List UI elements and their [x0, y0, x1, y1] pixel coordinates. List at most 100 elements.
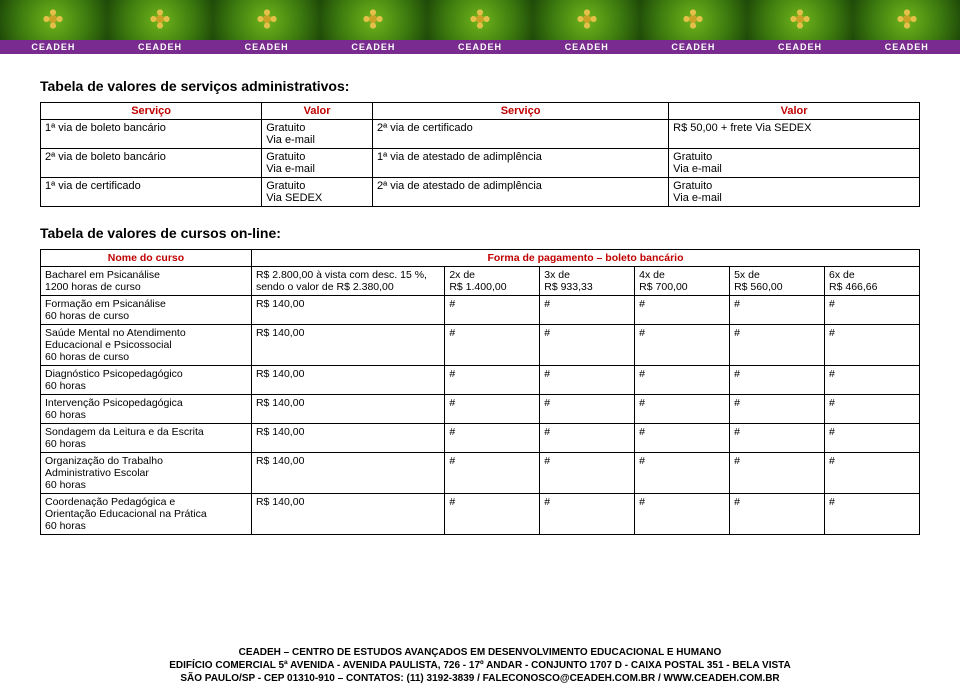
- course-value-cell: #: [730, 395, 825, 424]
- course-value-cell: #: [825, 395, 920, 424]
- logo-cell: CEADEH: [0, 0, 107, 54]
- logo-label: CEADEH: [640, 40, 747, 54]
- table-row: 2ª via de boleto bancárioGratuitoVia e-m…: [41, 149, 920, 178]
- logo-cell: CEADEH: [427, 0, 534, 54]
- course-value-cell: #: [445, 296, 540, 325]
- course-value-cell: #: [445, 366, 540, 395]
- logo-emblem-icon: [640, 0, 747, 40]
- table-row: Bacharel em Psicanálise1200 horas de cur…: [41, 267, 920, 296]
- table-cell: 1ª via de certificado: [41, 178, 262, 207]
- course-value-cell: #: [540, 395, 635, 424]
- table-row: Saúde Mental no AtendimentoEducacional e…: [41, 325, 920, 366]
- courses-table: Nome do curso Forma de pagamento – bolet…: [40, 249, 920, 535]
- services-table: ServiçoValorServiçoValor 1ª via de bolet…: [40, 102, 920, 207]
- course-value-cell: R$ 140,00: [251, 424, 444, 453]
- table-row: Organização do TrabalhoAdministrativo Es…: [41, 453, 920, 494]
- table-cell: GratuitoVia SEDEX: [262, 178, 373, 207]
- course-value-cell: #: [635, 494, 730, 535]
- section-title-services: Tabela de valores de serviços administra…: [40, 78, 920, 94]
- course-value-cell: #: [635, 296, 730, 325]
- course-value-cell: #: [445, 395, 540, 424]
- table-row: Diagnóstico Psicopedagógico60 horasR$ 14…: [41, 366, 920, 395]
- logo-label: CEADEH: [107, 40, 214, 54]
- course-value-cell: #: [825, 296, 920, 325]
- course-name-cell: Formação em Psicanálise60 horas de curso: [41, 296, 252, 325]
- course-value-cell: #: [635, 453, 730, 494]
- logo-emblem-icon: [747, 0, 854, 40]
- logo-emblem-icon: [0, 0, 107, 40]
- course-value-cell: 5x deR$ 560,00: [730, 267, 825, 296]
- table-row: Sondagem da Leitura e da Escrita60 horas…: [41, 424, 920, 453]
- logo-label: CEADEH: [320, 40, 427, 54]
- logo-header-row: CEADEHCEADEHCEADEHCEADEHCEADEHCEADEHCEAD…: [0, 0, 960, 54]
- logo-emblem-icon: [320, 0, 427, 40]
- course-value-cell: #: [445, 494, 540, 535]
- logo-cell: CEADEH: [853, 0, 960, 54]
- course-name-cell: Coordenação Pedagógica eOrientação Educa…: [41, 494, 252, 535]
- course-value-cell: 3x deR$ 933,33: [540, 267, 635, 296]
- table-cell: 2ª via de atestado de adimplência: [372, 178, 668, 207]
- logo-cell: CEADEH: [533, 0, 640, 54]
- logo-cell: CEADEH: [640, 0, 747, 54]
- course-value-cell: #: [635, 424, 730, 453]
- courses-header-payment: Forma de pagamento – boleto bancário: [251, 250, 919, 267]
- logo-label: CEADEH: [853, 40, 960, 54]
- logo-label: CEADEH: [747, 40, 854, 54]
- logo-label: CEADEH: [533, 40, 640, 54]
- table-row: 1ª via de certificadoGratuitoVia SEDEX2ª…: [41, 178, 920, 207]
- table-cell: GratuitoVia e-mail: [262, 120, 373, 149]
- course-value-cell: #: [825, 366, 920, 395]
- course-value-cell: #: [540, 494, 635, 535]
- table-row: Intervenção Psicopedagógica60 horasR$ 14…: [41, 395, 920, 424]
- course-value-cell: #: [825, 424, 920, 453]
- course-value-cell: #: [445, 325, 540, 366]
- table-cell: GratuitoVia e-mail: [669, 178, 920, 207]
- course-value-cell: #: [540, 366, 635, 395]
- logo-cell: CEADEH: [107, 0, 214, 54]
- course-value-cell: #: [730, 424, 825, 453]
- course-value-cell: #: [825, 494, 920, 535]
- page-footer: CEADEH – CENTRO DE ESTUDOS AVANÇADOS EM …: [0, 646, 960, 685]
- course-name-cell: Bacharel em Psicanálise1200 horas de cur…: [41, 267, 252, 296]
- course-value-cell: #: [445, 424, 540, 453]
- footer-line-2: EDIFÍCIO COMERCIAL 5ª AVENIDA - AVENIDA …: [0, 659, 960, 672]
- course-name-cell: Intervenção Psicopedagógica60 horas: [41, 395, 252, 424]
- services-col-header: Serviço: [41, 103, 262, 120]
- logo-label: CEADEH: [427, 40, 534, 54]
- logo-emblem-icon: [213, 0, 320, 40]
- table-cell: GratuitoVia e-mail: [669, 149, 920, 178]
- logo-label: CEADEH: [0, 40, 107, 54]
- course-value-cell: 6x deR$ 466,66: [825, 267, 920, 296]
- course-value-cell: #: [825, 325, 920, 366]
- course-value-cell: R$ 140,00: [251, 325, 444, 366]
- course-value-cell: #: [825, 453, 920, 494]
- course-value-cell: #: [730, 453, 825, 494]
- logo-emblem-icon: [107, 0, 214, 40]
- section-title-courses: Tabela de valores de cursos on-line:: [40, 225, 920, 241]
- services-col-header: Valor: [669, 103, 920, 120]
- course-value-cell: R$ 140,00: [251, 494, 444, 535]
- course-value-cell: #: [635, 366, 730, 395]
- table-cell: 2ª via de boleto bancário: [41, 149, 262, 178]
- course-name-cell: Diagnóstico Psicopedagógico60 horas: [41, 366, 252, 395]
- course-value-cell: #: [445, 453, 540, 494]
- course-value-cell: #: [540, 453, 635, 494]
- footer-line-1: CEADEH – CENTRO DE ESTUDOS AVANÇADOS EM …: [0, 646, 960, 659]
- table-cell: 1ª via de boleto bancário: [41, 120, 262, 149]
- table-row: 1ª via de boleto bancárioGratuitoVia e-m…: [41, 120, 920, 149]
- logo-cell: CEADEH: [320, 0, 427, 54]
- course-value-cell: R$ 140,00: [251, 296, 444, 325]
- courses-header-name: Nome do curso: [41, 250, 252, 267]
- course-value-cell: R$ 140,00: [251, 453, 444, 494]
- footer-line-3: SÃO PAULO/SP - CEP 01310-910 – CONTATOS:…: [0, 672, 960, 685]
- course-value-cell: R$ 2.800,00 à vista com desc. 15 %,sendo…: [251, 267, 444, 296]
- course-value-cell: #: [730, 494, 825, 535]
- course-value-cell: 4x deR$ 700,00: [635, 267, 730, 296]
- course-name-cell: Organização do TrabalhoAdministrativo Es…: [41, 453, 252, 494]
- logo-cell: CEADEH: [747, 0, 854, 54]
- course-value-cell: #: [730, 325, 825, 366]
- table-cell: GratuitoVia e-mail: [262, 149, 373, 178]
- services-col-header: Valor: [262, 103, 373, 120]
- course-name-cell: Saúde Mental no AtendimentoEducacional e…: [41, 325, 252, 366]
- logo-label: CEADEH: [213, 40, 320, 54]
